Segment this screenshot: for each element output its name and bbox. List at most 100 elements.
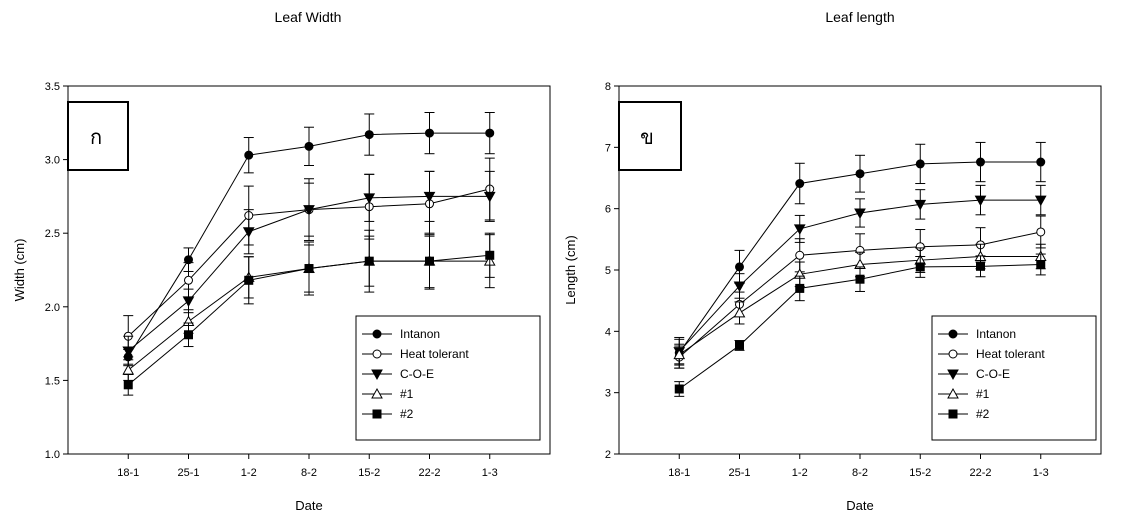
x-tick-label: 1-3 (482, 467, 498, 479)
data-point (1036, 157, 1046, 167)
x-tick-label: 8-2 (852, 467, 868, 479)
data-point (122, 346, 135, 357)
y-tick-label: 7 (605, 142, 611, 154)
data-point (122, 364, 135, 375)
data-point (735, 340, 744, 350)
panel-label: ก (90, 127, 102, 149)
legend-marker (947, 387, 959, 399)
legend-label: #1 (400, 387, 414, 401)
data-point (364, 130, 374, 140)
legend: Intanon Heat tolerant C-O-E #1 #2 (931, 315, 1097, 441)
data-point (304, 141, 314, 151)
chart-title: Leaf length (825, 9, 894, 25)
x-tick-label: 25-1 (177, 467, 199, 479)
data-point (423, 191, 436, 203)
panel-label-box (67, 101, 129, 171)
y-tick-label: 3 (605, 388, 611, 400)
data-point (184, 330, 193, 340)
x-tick-label: 25-1 (728, 467, 750, 479)
y-tick-label: 2.5 (45, 228, 60, 240)
data-point (855, 274, 865, 284)
y-tick-label: 3.0 (45, 155, 60, 167)
legend-label: C-O-E (976, 367, 1010, 381)
y-tick-label: 2.0 (45, 302, 60, 314)
data-point (485, 250, 495, 260)
legend-marker (948, 349, 958, 359)
data-point (915, 159, 925, 169)
data-point (483, 191, 496, 203)
legend-label: Heat tolerant (400, 347, 469, 361)
y-tick-label: 4 (605, 326, 611, 338)
x-tick-label: 15-2 (358, 467, 380, 479)
data-point (1036, 227, 1046, 237)
data-point (795, 250, 805, 260)
legend-marker (948, 329, 958, 339)
x-axis-label: Date (295, 498, 322, 513)
legend-label: #1 (976, 387, 990, 401)
data-point (793, 224, 806, 235)
data-point (795, 283, 805, 293)
legend-marker (372, 329, 382, 339)
x-tick-label: 1-2 (241, 467, 257, 479)
y-tick-label: 1.5 (45, 375, 60, 387)
legend-box (931, 315, 1097, 441)
x-tick-label: 1-3 (1033, 467, 1049, 479)
data-point (733, 281, 746, 292)
data-point (914, 199, 927, 211)
y-tick-label: 8 (605, 81, 611, 93)
legend-marker (372, 349, 382, 359)
data-point (242, 227, 255, 238)
x-axis-label: Date (846, 498, 873, 513)
data-point (244, 275, 254, 285)
data-point (854, 208, 866, 219)
chart-panel-2: Leaf length 2 3 4 5 6 7 8 18-1 25-1 1-2 8-2 15-2 22-2… (563, 9, 1102, 513)
legend-label: #2 (400, 407, 414, 421)
x-tick-label: 15-2 (909, 467, 931, 479)
panel-label-box (618, 101, 682, 171)
chart-title: Leaf Width (275, 9, 342, 25)
data-point (1034, 195, 1047, 207)
data-point (123, 380, 133, 390)
data-point (244, 150, 254, 160)
legend-box (355, 315, 541, 441)
data-point (915, 262, 925, 272)
data-point (976, 157, 985, 167)
data-point (364, 256, 374, 266)
data-point (733, 306, 746, 318)
x-tick-label: 18-1 (117, 467, 139, 479)
data-point (182, 296, 195, 307)
series-5 (674, 253, 1046, 397)
y-tick-label: 2 (605, 449, 611, 461)
data-point (673, 348, 686, 360)
data-point (303, 205, 315, 216)
legend-marker (947, 369, 959, 381)
legend-marker (948, 409, 958, 419)
data-point (795, 179, 805, 189)
data-point (425, 128, 434, 138)
legend-marker (372, 409, 382, 419)
y-tick-label: 5 (605, 265, 611, 277)
x-tick-label: 18-1 (668, 467, 690, 479)
legend-label: #2 (976, 407, 990, 421)
y-tick-label: 3.5 (45, 81, 60, 93)
data-point (974, 195, 987, 207)
data-point (304, 264, 314, 274)
x-tick-label: 22-2 (969, 467, 991, 479)
data-point (184, 275, 193, 285)
legend-label: C-O-E (400, 367, 434, 381)
y-tick-label: 1.0 (45, 449, 60, 461)
data-point (1036, 259, 1046, 269)
legend-label: Intanon (400, 327, 440, 341)
data-point (485, 128, 495, 138)
series-3 (673, 184, 1047, 365)
data-point (735, 262, 744, 272)
y-tick-label: 6 (605, 204, 611, 216)
data-point (976, 261, 985, 271)
x-tick-label: 1-2 (792, 467, 808, 479)
y-axis-label: Width (cm) (12, 239, 27, 302)
series-5 (123, 229, 495, 396)
legend-marker (371, 387, 383, 399)
series-3 (122, 170, 496, 367)
